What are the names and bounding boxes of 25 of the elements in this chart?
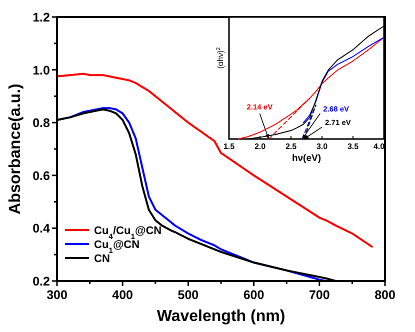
x-tick-label: 800 — [374, 288, 396, 302]
x-tick-label: 500 — [178, 288, 199, 302]
x-tick-label: 2.5 — [285, 142, 298, 151]
x-axis-title: Wavelength (nm) — [156, 308, 286, 325]
y-tick-label: 1.0 — [32, 63, 50, 78]
legend-label: Cu$_{4}$/Cu$_{1}$@CN — [94, 225, 162, 240]
x-tick-label: 4.0 — [373, 142, 386, 151]
line-series — [56, 72, 373, 248]
x-tick-label: 400 — [112, 288, 134, 302]
y-tick-label: 0.6 — [32, 168, 50, 183]
y-tick-label: 0.8 — [32, 116, 50, 130]
y-axis-title: Absorbance(a.u.) — [7, 84, 24, 214]
legend-label: Cu$_{1}$@CN — [94, 239, 140, 254]
x-tick-label: 2.0 — [254, 142, 266, 151]
y-tick-label: 1.2 — [32, 10, 50, 24]
y-tick-label: 0.4 — [32, 222, 50, 236]
legend-label: CN — [94, 253, 110, 265]
x-tick-label: 3.0 — [316, 142, 328, 151]
x-tick-label: 3.5 — [347, 142, 360, 151]
x-tick-label: 600 — [243, 288, 264, 302]
x-tick-label: 1.5 — [223, 142, 236, 151]
x-axis-title: hν(eV) — [292, 153, 322, 164]
y-tick-label: 0.2 — [32, 274, 50, 288]
x-tick-label: 700 — [308, 288, 330, 302]
x-tick-label: 300 — [46, 288, 68, 302]
